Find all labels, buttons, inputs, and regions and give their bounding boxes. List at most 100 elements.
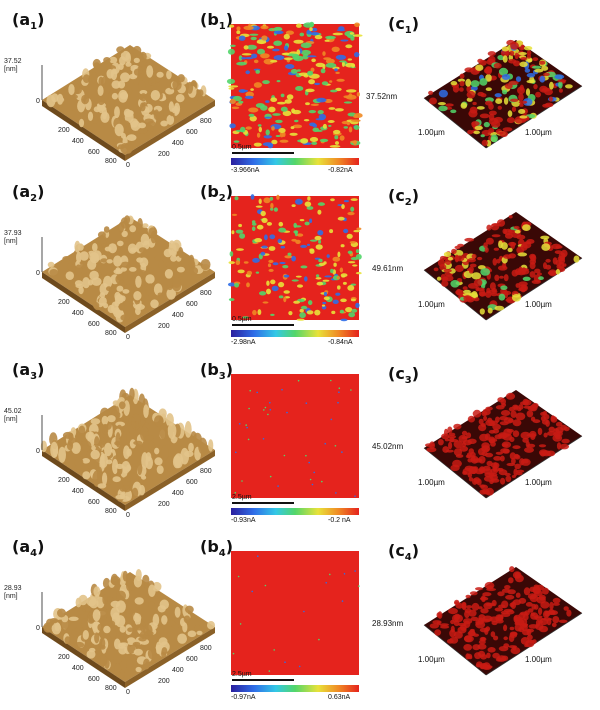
current-map-spot <box>300 138 309 144</box>
current-map-spot <box>335 492 337 494</box>
current-map-spot <box>235 229 244 234</box>
colorbar <box>231 330 359 337</box>
overlay-grain <box>504 83 513 89</box>
overlay-grain <box>483 602 493 610</box>
current-map-spot <box>330 89 338 93</box>
current-map-spot <box>325 582 327 584</box>
afm-grain <box>103 226 110 233</box>
afm-axis-tick: 800 <box>200 290 212 297</box>
afm-grain <box>118 222 125 233</box>
overlay-grain <box>546 71 556 78</box>
current-map-spot <box>350 36 355 41</box>
current-map-spot <box>311 27 318 32</box>
afm-grain <box>110 575 121 586</box>
overlay-grain <box>515 412 526 421</box>
panel-subscript: 3 <box>218 371 226 383</box>
afm-grain <box>133 575 142 588</box>
current-map-spot <box>330 379 332 382</box>
overlay-grain <box>522 98 533 106</box>
overlay-grain <box>467 415 475 423</box>
current-map-spot <box>331 310 336 315</box>
afm-grain <box>117 240 124 247</box>
afm-grain <box>82 74 91 83</box>
afm-grain <box>66 463 77 469</box>
current-map-spot <box>316 281 324 286</box>
afm-axis-tick: 200 <box>58 654 70 661</box>
overlay-grain <box>499 421 509 426</box>
current-map-spot <box>355 249 360 254</box>
overlay-grain <box>438 439 444 446</box>
afm-grain <box>135 275 142 288</box>
current-map-spot <box>270 279 276 285</box>
afm-grain <box>115 463 124 470</box>
overlay-grain <box>487 51 496 57</box>
overlay-grain <box>531 603 537 610</box>
afm-axis-tick: 0 <box>126 512 130 519</box>
afm-axis-tick: 400 <box>72 665 84 672</box>
afm-axis-tick: 400 <box>172 490 184 497</box>
current-map <box>231 374 359 498</box>
current-map-spot <box>255 205 263 208</box>
afm-grain <box>126 134 137 141</box>
current-map-spot <box>351 63 356 68</box>
current-map-spot <box>272 262 279 266</box>
current-map-spot <box>314 235 322 241</box>
current-map-spot <box>238 100 244 104</box>
overlay-grain <box>491 234 501 238</box>
overlay-grain <box>521 267 526 275</box>
current-map-spot <box>249 115 257 122</box>
current-map-spot <box>285 30 294 35</box>
overlay-grain <box>523 405 532 409</box>
panel-label-a: (a1) <box>12 10 45 33</box>
afm-grain <box>139 621 146 633</box>
afm-grain <box>109 100 115 109</box>
current-map-spot <box>349 241 356 244</box>
overlay-grain <box>536 596 546 604</box>
current-map-spot <box>307 70 314 76</box>
overlay-grain <box>467 258 476 263</box>
afm-grain <box>136 257 144 263</box>
current-map-spot <box>323 296 330 301</box>
current-map-spot <box>334 135 339 140</box>
current-map-spot <box>238 55 243 61</box>
afm-grain <box>119 625 127 633</box>
overlay-grain <box>487 417 493 424</box>
current-map-spot <box>347 58 352 61</box>
current-map-spot <box>280 106 288 112</box>
afm-grain <box>81 458 90 464</box>
afm-axis-tick: 600 <box>88 676 100 683</box>
current-map-spot <box>244 57 254 60</box>
overlay-grain <box>452 459 462 468</box>
afm-grain <box>110 68 118 81</box>
overlay-grain <box>510 242 516 250</box>
current-map-spot <box>265 100 270 103</box>
current-map-spot <box>292 53 300 60</box>
overlay-grain <box>557 79 567 83</box>
current-map-spot <box>235 451 237 454</box>
scale-bar-label: 2.5µm <box>232 494 252 501</box>
current-map-spot <box>268 246 276 251</box>
overlay-grain <box>556 442 562 450</box>
current-map-spot <box>250 194 255 200</box>
afm-grain <box>129 387 135 401</box>
current-map-spot <box>298 665 301 668</box>
afm-grain <box>106 459 113 465</box>
current-map-spot <box>278 295 284 299</box>
overlay-grain <box>527 443 536 448</box>
current-map-spot <box>236 248 244 251</box>
current-map-spot <box>309 137 319 142</box>
overlay-axis-left <box>423 624 487 676</box>
overlay-grain <box>526 73 536 78</box>
current-map-spot <box>270 313 275 316</box>
overlay-grain <box>518 52 527 56</box>
current-map-spot <box>300 305 308 310</box>
afm-grain <box>98 76 104 88</box>
current-map-spot <box>245 91 254 98</box>
overlay-grain <box>485 87 492 91</box>
afm-grain <box>198 437 208 455</box>
afm-grain <box>78 425 86 436</box>
afm-grain <box>66 441 74 451</box>
afm-grain <box>82 471 91 480</box>
current-map-spot <box>312 127 320 132</box>
afm-axis-tick: 600 <box>186 129 198 136</box>
